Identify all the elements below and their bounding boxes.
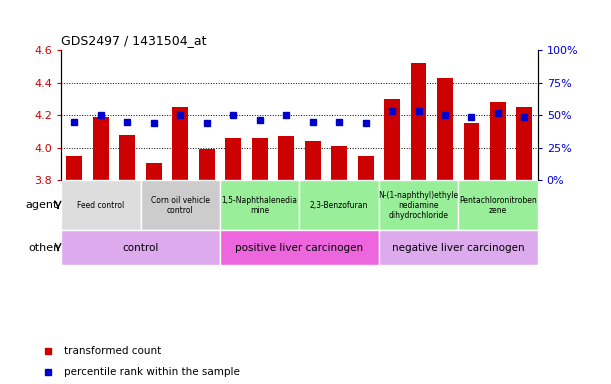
Bar xyxy=(299,180,379,230)
Bar xyxy=(61,230,220,265)
Text: agent: agent xyxy=(26,200,58,210)
Text: transformed count: transformed count xyxy=(64,346,161,356)
Bar xyxy=(220,230,379,265)
Text: GDS2497 / 1431504_at: GDS2497 / 1431504_at xyxy=(61,34,207,47)
Text: Feed control: Feed control xyxy=(77,201,125,210)
Bar xyxy=(490,102,506,180)
Bar xyxy=(437,78,453,180)
Text: 1,5-Naphthalenedia
mine: 1,5-Naphthalenedia mine xyxy=(222,196,298,215)
Bar xyxy=(458,180,538,230)
Bar xyxy=(411,63,426,180)
Bar xyxy=(516,107,532,180)
Text: negative liver carcinogen: negative liver carcinogen xyxy=(392,243,525,253)
Bar xyxy=(146,162,162,180)
Text: other: other xyxy=(28,243,58,253)
Bar xyxy=(384,99,400,180)
Bar xyxy=(252,138,268,180)
Bar xyxy=(379,230,538,265)
Bar xyxy=(220,180,299,230)
Bar xyxy=(379,180,458,230)
Bar xyxy=(305,141,321,180)
Bar xyxy=(141,180,220,230)
Text: 2,3-Benzofuran: 2,3-Benzofuran xyxy=(310,201,368,210)
Text: positive liver carcinogen: positive liver carcinogen xyxy=(235,243,364,253)
Bar xyxy=(119,135,135,180)
Text: control: control xyxy=(122,243,159,253)
Bar xyxy=(93,117,109,180)
Bar xyxy=(61,180,141,230)
Bar xyxy=(464,123,480,180)
Text: Corn oil vehicle
control: Corn oil vehicle control xyxy=(151,196,210,215)
Bar xyxy=(331,146,347,180)
Text: N-(1-naphthyl)ethyle
nediamine
dihydrochloride: N-(1-naphthyl)ethyle nediamine dihydroch… xyxy=(378,190,459,220)
Bar xyxy=(172,107,188,180)
Text: percentile rank within the sample: percentile rank within the sample xyxy=(64,367,240,377)
Text: Pentachloronitroben
zene: Pentachloronitroben zene xyxy=(459,196,537,215)
Bar xyxy=(357,156,373,180)
Bar xyxy=(67,156,82,180)
Bar xyxy=(225,138,241,180)
Bar xyxy=(278,136,294,180)
Bar xyxy=(199,149,214,180)
